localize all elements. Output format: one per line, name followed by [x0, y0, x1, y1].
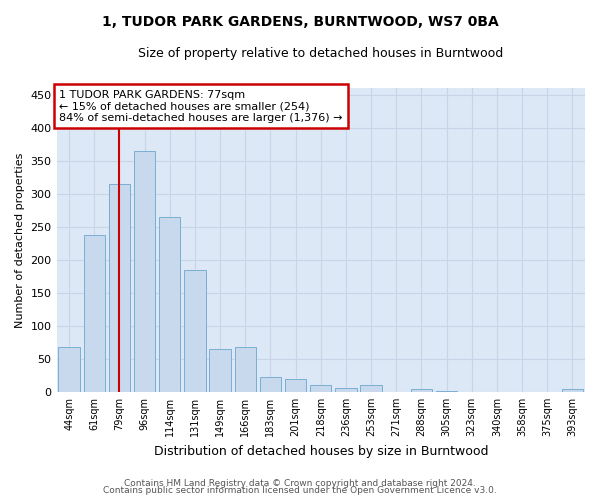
Title: Size of property relative to detached houses in Burntwood: Size of property relative to detached ho…: [138, 48, 503, 60]
Bar: [361, 386, 382, 392]
Bar: [260, 378, 281, 392]
Bar: [285, 378, 307, 392]
Bar: [310, 386, 331, 392]
Bar: [436, 390, 457, 392]
Bar: [184, 270, 206, 392]
Bar: [159, 217, 181, 392]
Text: 1, TUDOR PARK GARDENS, BURNTWOOD, WS7 0BA: 1, TUDOR PARK GARDENS, BURNTWOOD, WS7 0B…: [101, 15, 499, 29]
Bar: [562, 390, 583, 392]
Bar: [134, 151, 155, 392]
Text: 1 TUDOR PARK GARDENS: 77sqm
← 15% of detached houses are smaller (254)
84% of se: 1 TUDOR PARK GARDENS: 77sqm ← 15% of det…: [59, 90, 343, 123]
Text: Contains public sector information licensed under the Open Government Licence v3: Contains public sector information licen…: [103, 486, 497, 495]
Y-axis label: Number of detached properties: Number of detached properties: [15, 152, 25, 328]
Text: Contains HM Land Registry data © Crown copyright and database right 2024.: Contains HM Land Registry data © Crown c…: [124, 478, 476, 488]
X-axis label: Distribution of detached houses by size in Burntwood: Distribution of detached houses by size …: [154, 444, 488, 458]
Bar: [83, 236, 105, 392]
Bar: [235, 347, 256, 392]
Bar: [335, 388, 356, 392]
Bar: [209, 349, 231, 392]
Bar: [58, 347, 80, 392]
Bar: [411, 388, 432, 392]
Bar: [109, 184, 130, 392]
